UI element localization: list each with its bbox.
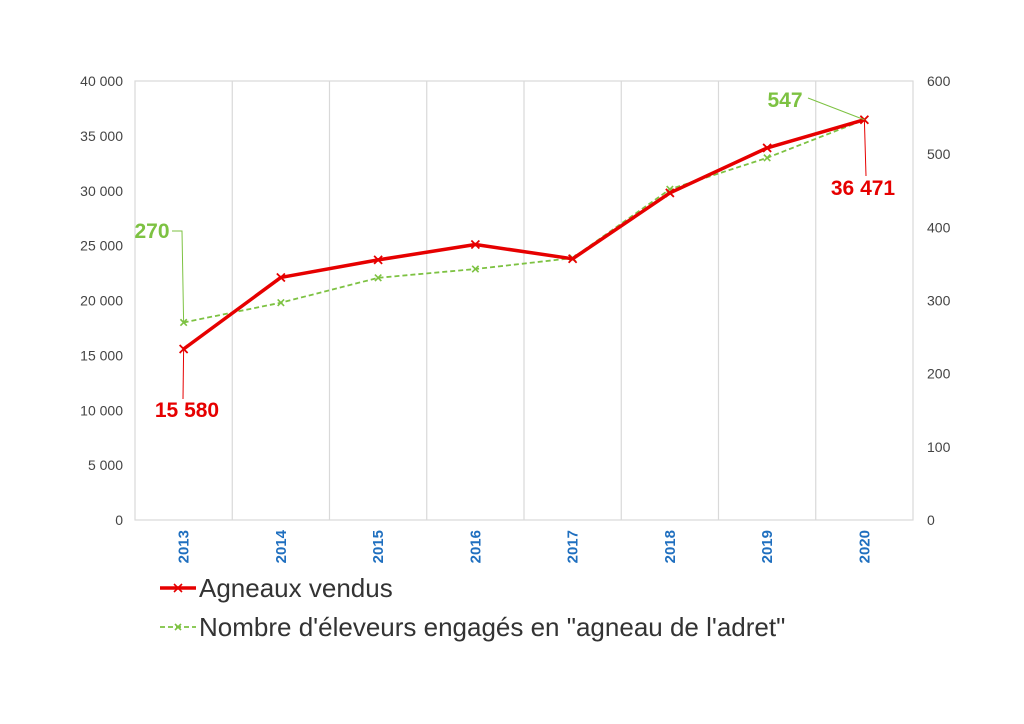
data-point-nombre-eleveurs (471, 265, 480, 273)
annotation-leader (182, 349, 185, 400)
annotation-label: 15 580 (155, 399, 219, 422)
data-point-nombre-eleveurs (763, 154, 771, 162)
legend-swatch-marker (173, 583, 183, 593)
data-point-agneaux-vendus (276, 272, 286, 283)
left-axis-tick-label: 25 000 (80, 238, 123, 254)
data-point-nombre-eleveurs (277, 298, 285, 307)
marker-stroke (763, 154, 771, 162)
right-axis: 0 100 200 300 400 500 600 (927, 73, 951, 528)
legend-label: Nombre d'éleveurs engagés en "agneau de … (199, 612, 785, 642)
data-point-agneaux-vendus (470, 239, 481, 250)
left-axis-tick-label: 10 000 (80, 402, 123, 418)
legend-swatch-marker (174, 623, 182, 631)
right-axis-tick-label: 500 (927, 146, 951, 162)
series-line-nombre-eleveurs (183, 118, 865, 324)
right-axis-tick-label: 200 (927, 366, 951, 382)
left-axis-tick-label: 30 000 (80, 183, 123, 199)
series-line-agneaux-vendus (182, 118, 865, 351)
left-axis-tick-label: 0 (115, 512, 123, 528)
marker-stroke (665, 188, 675, 198)
x-axis-tick-label: 2017 (565, 530, 582, 563)
right-axis-tick-label: 100 (927, 439, 951, 455)
series-layer (178, 115, 870, 354)
x-axis-tick-label: 2019 (759, 530, 776, 563)
right-axis-tick-label: 600 (927, 73, 951, 89)
marker-stroke (276, 272, 286, 283)
marker-stroke (471, 265, 480, 273)
chart-grid (134, 80, 914, 521)
x-axis: 2013 2014 2015 2016 2017 2018 2019 2020 (176, 529, 874, 563)
marker-stroke (373, 255, 383, 265)
x-axis-tick-label: 2020 (856, 530, 873, 563)
annotation-leader (863, 119, 867, 177)
x-axis-tick-label: 2013 (176, 530, 193, 563)
data-point-agneaux-vendus (762, 143, 772, 153)
data-point-nombre-eleveurs (374, 274, 382, 282)
right-axis-tick-label: 400 (927, 219, 951, 235)
left-axis-tick-label: 5 000 (88, 457, 123, 473)
left-axis-tick-label: 40 000 (80, 73, 123, 89)
annotation-leader (172, 230, 185, 323)
right-axis-tick-label: 0 (927, 512, 935, 528)
marker-stroke (277, 298, 285, 307)
left-axis: 0 5 000 10 000 15 000 20 000 25 000 30 000 35 0… (80, 73, 123, 528)
x-axis-tick-label: 2015 (370, 530, 387, 563)
left-axis-tick-label: 35 000 (80, 128, 123, 144)
annotation-label: 36 471 (831, 177, 896, 200)
x-axis-tick-label: 2014 (273, 529, 290, 563)
right-axis-tick-label: 300 (927, 293, 951, 309)
left-axis-tick-label: 15 000 (80, 347, 123, 363)
x-axis-tick-label: 2016 (467, 530, 484, 563)
marker-stroke (470, 239, 481, 250)
left-axis-tick-label: 20 000 (80, 293, 123, 309)
marker-stroke (567, 254, 578, 264)
annotations-layer: 15 580 36 471 270 547 (134, 89, 895, 422)
legend: Agneaux vendus Nombre d'éleveurs engagés … (160, 573, 785, 642)
data-point-agneaux-vendus (567, 254, 578, 264)
annotation-label: 270 (134, 220, 169, 243)
marker-stroke (374, 274, 382, 282)
marker-stroke (762, 143, 772, 153)
x-axis-tick-label: 2018 (662, 530, 679, 563)
legend-label: Agneaux vendus (199, 573, 393, 603)
annotation-label: 547 (767, 89, 802, 112)
data-point-agneaux-vendus (373, 255, 383, 265)
annotation-leader (807, 97, 865, 121)
data-point-agneaux-vendus (665, 188, 675, 198)
